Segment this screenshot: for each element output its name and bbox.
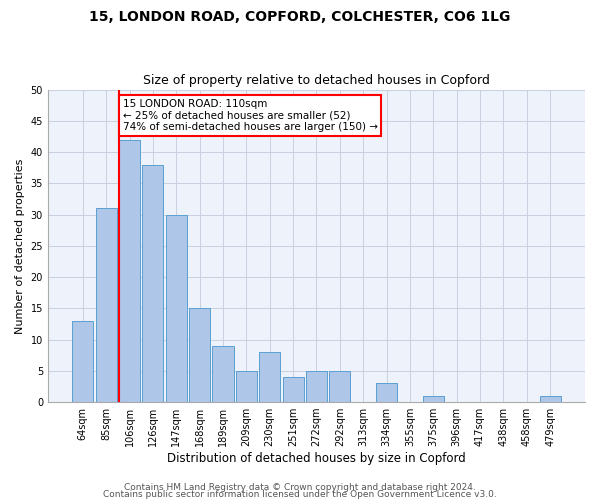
Bar xyxy=(423,396,444,402)
Bar xyxy=(119,140,140,402)
Bar xyxy=(236,371,257,402)
Text: 15 LONDON ROAD: 110sqm
← 25% of detached houses are smaller (52)
74% of semi-det: 15 LONDON ROAD: 110sqm ← 25% of detached… xyxy=(122,99,377,132)
Text: 15, LONDON ROAD, COPFORD, COLCHESTER, CO6 1LG: 15, LONDON ROAD, COPFORD, COLCHESTER, CO… xyxy=(89,10,511,24)
Title: Size of property relative to detached houses in Copford: Size of property relative to detached ho… xyxy=(143,74,490,87)
Text: Contains HM Land Registry data © Crown copyright and database right 2024.: Contains HM Land Registry data © Crown c… xyxy=(124,484,476,492)
Bar xyxy=(539,396,560,402)
Text: Contains public sector information licensed under the Open Government Licence v3: Contains public sector information licen… xyxy=(103,490,497,499)
Bar xyxy=(283,377,304,402)
Y-axis label: Number of detached properties: Number of detached properties xyxy=(15,158,25,334)
Bar xyxy=(73,321,94,402)
Bar xyxy=(376,384,397,402)
Bar xyxy=(189,308,210,402)
Bar xyxy=(306,371,327,402)
Bar xyxy=(95,208,117,402)
X-axis label: Distribution of detached houses by size in Copford: Distribution of detached houses by size … xyxy=(167,452,466,465)
Bar xyxy=(166,214,187,402)
Bar xyxy=(212,346,233,402)
Bar xyxy=(329,371,350,402)
Bar xyxy=(259,352,280,402)
Bar xyxy=(142,164,163,402)
